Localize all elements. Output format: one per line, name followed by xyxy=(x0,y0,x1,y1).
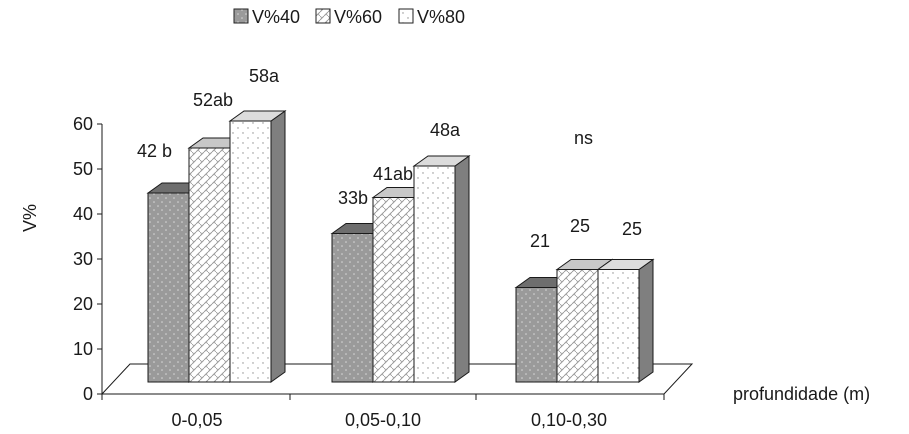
data-label: 21 xyxy=(530,231,550,251)
y-axis-title: V% xyxy=(20,204,40,232)
y-tick-label: 40 xyxy=(73,204,93,224)
data-label: 48a xyxy=(430,120,461,140)
data-label: 33b xyxy=(338,188,368,208)
x-tick-label: 0-0,05 xyxy=(171,410,222,430)
y-tick-label: 30 xyxy=(73,249,93,269)
data-label: 42 b xyxy=(137,141,172,161)
legend-label-2: V%80 xyxy=(417,7,465,27)
bar xyxy=(228,110,287,383)
legend: V%40 V%60 V%80 xyxy=(233,7,465,27)
legend-label-1: V%60 xyxy=(334,7,382,27)
legend-swatch-2 xyxy=(398,8,414,24)
y-ticks: 0 10 20 30 40 50 60 xyxy=(73,114,102,404)
bar xyxy=(412,155,471,383)
data-label: 41ab xyxy=(373,164,413,184)
legend-swatch-0 xyxy=(233,8,249,24)
legend-label-0: V%40 xyxy=(252,7,300,27)
y-tick-label: 50 xyxy=(73,159,93,179)
x-axis-title: profundidade (m) xyxy=(733,384,870,404)
annotation-ns: ns xyxy=(574,128,593,148)
y-tick-label: 60 xyxy=(73,114,93,134)
bars xyxy=(146,110,655,383)
y-tick-label: 10 xyxy=(73,339,93,359)
x-tick-label: 0,05-0,10 xyxy=(345,410,421,430)
data-label: 25 xyxy=(622,219,642,239)
data-label: 58a xyxy=(249,66,280,86)
data-label: 52ab xyxy=(193,90,233,110)
y-tick-label: 20 xyxy=(73,294,93,314)
data-label: 25 xyxy=(570,216,590,236)
x-ticks: 0-0,05 0,05-0,10 0,10-0,30 xyxy=(101,394,665,430)
y-tick-label: 0 xyxy=(83,384,93,404)
bar xyxy=(596,258,655,383)
legend-swatch-1 xyxy=(315,8,331,24)
x-tick-label: 0,10-0,30 xyxy=(531,410,607,430)
